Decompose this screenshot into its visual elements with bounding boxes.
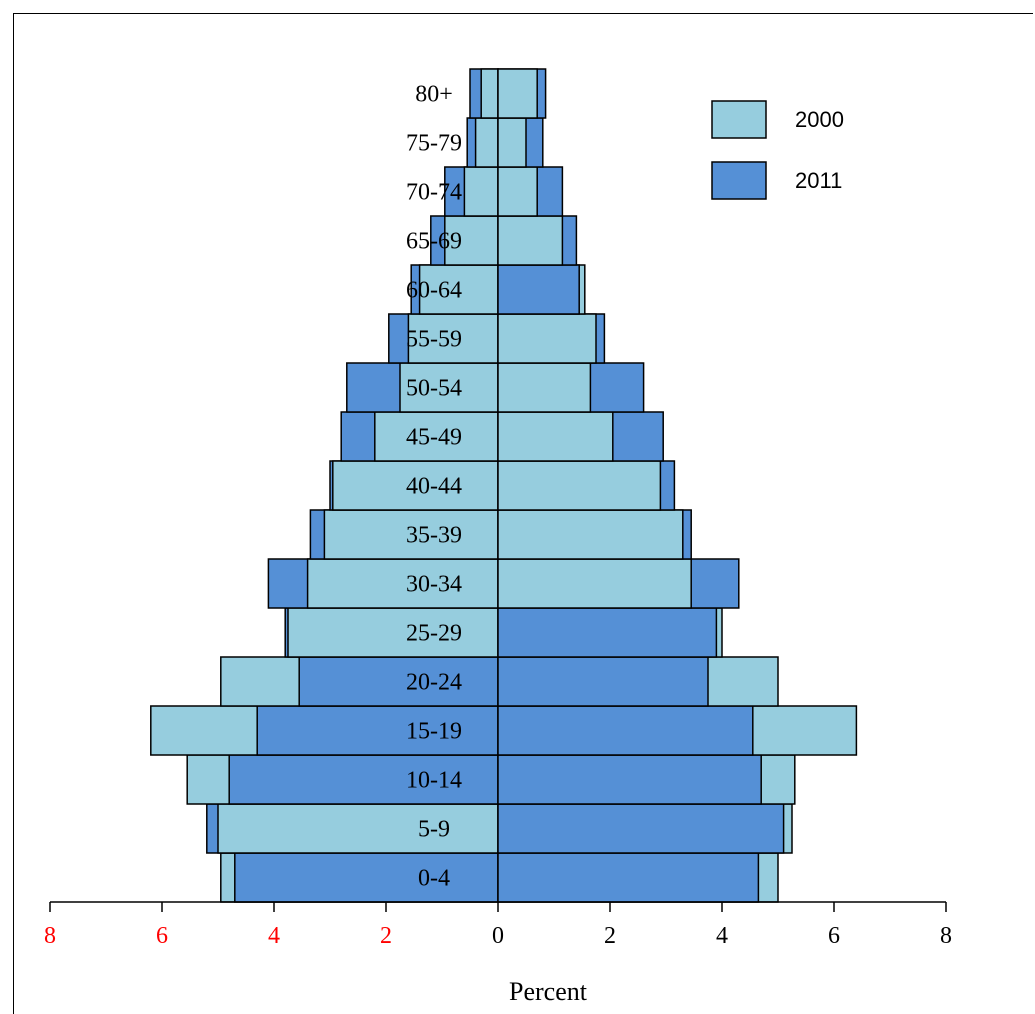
bar-2011-left-0-4 xyxy=(234,852,499,903)
bar-2011-left-15-19 xyxy=(256,705,499,756)
bars-group xyxy=(150,68,858,903)
bar-2000-left-70-74 xyxy=(463,166,499,217)
bar-2000-right-55-59 xyxy=(497,313,597,364)
age-label-60-64: 60-64 xyxy=(406,278,462,304)
age-label-75-79: 75-79 xyxy=(406,131,462,157)
age-label-50-54: 50-54 xyxy=(406,376,462,402)
x-tick-label: 2 xyxy=(380,923,392,949)
bar-2011-right-15-19 xyxy=(497,705,754,756)
age-label-45-49: 45-49 xyxy=(406,425,462,451)
age-label-20-24: 20-24 xyxy=(406,670,462,696)
x-tick-label: 4 xyxy=(716,923,728,949)
bar-2011-right-25-29 xyxy=(497,607,718,658)
bar-2011-right-5-9 xyxy=(497,803,785,854)
bar-2011-right-60-64 xyxy=(497,264,580,315)
bar-2011-right-0-4 xyxy=(497,852,760,903)
age-label-55-59: 55-59 xyxy=(406,327,462,353)
bar-2011-left-10-14 xyxy=(228,754,499,805)
age-label-30-34: 30-34 xyxy=(406,572,462,598)
age-label-5-9: 5-9 xyxy=(418,817,450,843)
bar-2000-right-40-44 xyxy=(497,460,662,511)
bar-2000-left-5-9 xyxy=(217,803,499,854)
chart-frame xyxy=(13,13,1033,1014)
age-labels-group: 0-4 5-9 10-14 15-19 20-24 25-29 30-34 35-39 40-4… xyxy=(406,82,462,892)
x-tick-label: 0 xyxy=(492,923,504,949)
x-tick-label: 6 xyxy=(156,923,168,949)
bar-2000-left-30-34 xyxy=(306,558,499,609)
x-tick-label: 8 xyxy=(44,923,56,949)
bar-2000-right-35-39 xyxy=(497,509,684,560)
age-label-40-44: 40-44 xyxy=(406,474,462,500)
x-tick-label: 2 xyxy=(604,923,616,949)
bar-2000-right-50-54 xyxy=(497,362,592,413)
age-label-80plus: 80+ xyxy=(415,82,453,108)
bar-2000-right-30-34 xyxy=(497,558,692,609)
bar-2011-right-10-14 xyxy=(497,754,762,805)
legend-label-2000: 2000 xyxy=(795,107,844,132)
legend: 2000 2011 xyxy=(711,100,844,200)
x-tick-label: 8 xyxy=(940,923,952,949)
bar-2000-right-70-74 xyxy=(497,166,538,217)
bar-2000-right-65-69 xyxy=(497,215,564,266)
x-tick-label: 6 xyxy=(828,923,840,949)
age-label-15-19: 15-19 xyxy=(406,719,462,745)
bar-2000-right-75-79 xyxy=(497,117,527,168)
x-tick-label: 4 xyxy=(268,923,280,949)
x-axis: 8 6 4 2 0 2 4 6 8 xyxy=(44,901,952,949)
age-label-35-39: 35-39 xyxy=(406,523,462,549)
bar-2011-left-20-24 xyxy=(298,656,499,707)
bar-2000-left-80plus xyxy=(480,68,499,119)
age-label-65-69: 65-69 xyxy=(406,229,462,255)
bar-2011-right-20-24 xyxy=(497,656,709,707)
age-label-0-4: 0-4 xyxy=(418,866,450,892)
age-label-70-74: 70-74 xyxy=(406,180,462,206)
bar-2000-left-75-79 xyxy=(474,117,499,168)
legend-swatch-2000 xyxy=(711,100,767,139)
legend-swatch-2011 xyxy=(711,161,767,200)
age-label-10-14: 10-14 xyxy=(406,768,462,794)
bar-2000-left-25-29 xyxy=(287,607,499,658)
bar-2000-right-45-49 xyxy=(497,411,614,462)
bar-2000-right-80plus xyxy=(497,68,538,119)
bar-2000-left-35-39 xyxy=(323,509,499,560)
age-label-25-29: 25-29 xyxy=(406,621,462,647)
x-axis-label: Percent xyxy=(509,977,588,1006)
legend-label-2011: 2011 xyxy=(795,168,842,193)
